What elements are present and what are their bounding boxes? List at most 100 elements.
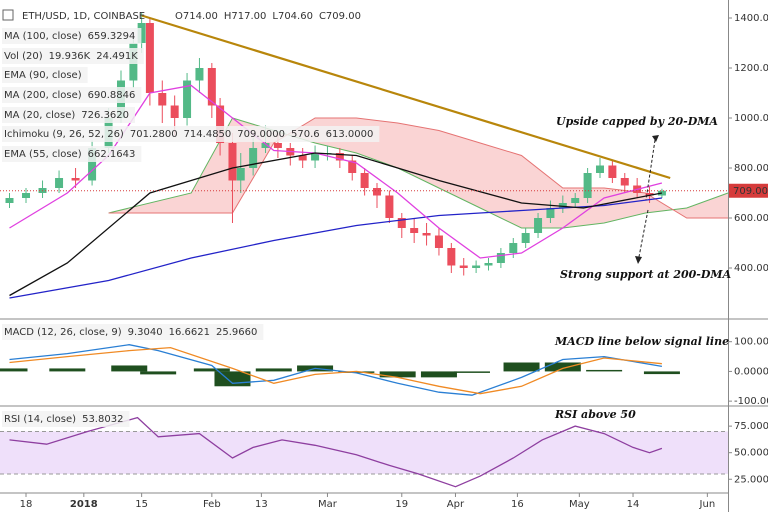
indicator-reading: 662.1643 <box>88 149 136 160</box>
x-tick-label: 13 <box>255 499 268 510</box>
annotation-arrow <box>645 139 656 201</box>
candle-body <box>5 198 14 203</box>
ohlc-value: L704.60 <box>272 11 313 22</box>
legend-bg <box>2 324 264 340</box>
indicator-reading: 659.3294 <box>88 31 136 42</box>
macd-histogram-bar <box>420 371 457 378</box>
candle-body <box>657 190 666 196</box>
candle-body <box>397 218 406 228</box>
candle-body <box>71 178 80 181</box>
candle-body <box>546 208 555 218</box>
candle-body <box>195 68 204 81</box>
ohlc-value: C709.00 <box>319 11 361 22</box>
candle-body <box>571 198 580 203</box>
indicator-name: MA (20, close) <box>4 110 75 121</box>
candle-body <box>459 265 468 268</box>
indicator-reading: 24.491K <box>96 51 138 62</box>
candle-body <box>22 193 31 198</box>
legend-bg <box>2 411 130 427</box>
candle-body <box>249 148 258 168</box>
candle-body <box>88 148 97 181</box>
candle-body <box>410 228 419 233</box>
x-tick-label: 15 <box>135 499 148 510</box>
collapse-icon[interactable] <box>2 9 14 21</box>
y-tick-label: 400.00 <box>734 263 768 274</box>
x-tick-label: Feb <box>203 499 221 510</box>
indicator-reading: 701.2800 <box>130 129 178 140</box>
candle-body <box>422 233 431 236</box>
candle-body <box>55 178 64 188</box>
candle-body <box>583 173 592 198</box>
arrow-head <box>652 135 659 142</box>
annotation: RSI above 50 <box>554 408 636 421</box>
y-tick-label: -100.0000 <box>734 396 768 407</box>
candle-body <box>472 265 481 268</box>
indicator-name: Vol (20) <box>4 51 43 62</box>
macd-histogram-bar <box>214 371 251 387</box>
arrow-head <box>635 256 642 264</box>
annotation: MACD line below signal line <box>554 335 729 348</box>
series-line <box>9 346 662 395</box>
macd-histogram-bar <box>544 362 581 372</box>
candle-body <box>298 155 307 161</box>
ohlc-value: H717.00 <box>224 11 267 22</box>
candle-body <box>236 168 245 181</box>
annotation: Upside capped by 20-DMA <box>556 115 718 128</box>
indicator-reading: 53.8032 <box>82 414 123 425</box>
last-price-label: 709.00 <box>733 186 768 197</box>
macd-histogram-bar <box>0 368 28 372</box>
candle-body <box>228 143 237 181</box>
indicator-reading: 714.4850 <box>184 129 232 140</box>
macd-histogram-bar <box>338 371 375 373</box>
x-tick-label: Mar <box>318 499 338 510</box>
candle-body <box>496 253 505 263</box>
indicator-reading: 613.0000 <box>326 129 374 140</box>
candle-body <box>137 23 146 43</box>
y-tick-label: 50.0000 <box>734 448 768 459</box>
macd-histogram-bar <box>586 369 623 372</box>
indicator-name: MA (200, close) <box>4 90 82 101</box>
legend-bg <box>2 28 142 44</box>
candle-body <box>595 165 604 173</box>
candle-body <box>558 203 567 208</box>
candle-body <box>608 165 617 178</box>
last-price-tag <box>729 183 768 198</box>
indicator-reading: 16.6621 <box>169 327 210 338</box>
x-tick-label: Jun <box>699 499 716 510</box>
indicator-name: MACD (12, 26, close, 9) <box>4 327 122 338</box>
candle-body <box>335 153 344 161</box>
candle-body <box>261 143 270 148</box>
macd-histogram-bar <box>49 368 86 372</box>
macd-histogram-bar <box>503 362 540 372</box>
indicator-reading: 726.3620 <box>81 110 129 121</box>
y-tick-label: 1000.00 <box>734 113 768 124</box>
legend-bg <box>2 87 142 103</box>
indicator-reading: 25.9660 <box>216 327 257 338</box>
candle-body <box>216 105 225 143</box>
x-tick-label: 19 <box>395 499 408 510</box>
macd-histogram-bar <box>193 368 230 372</box>
legend-bg <box>2 107 136 123</box>
indicator-name: Ichimoku (9, 26, 52, 26) <box>4 129 124 140</box>
rsi-band <box>0 431 728 474</box>
candle-body <box>385 195 394 218</box>
legend-bg <box>2 126 380 142</box>
candle-body <box>521 233 530 243</box>
legend-bg <box>2 67 88 83</box>
candle-body <box>158 93 167 106</box>
candle-body <box>311 153 320 161</box>
y-tick-label: 600.00 <box>734 213 768 224</box>
candle-body <box>145 23 154 93</box>
x-tick-label: 14 <box>627 499 640 510</box>
candle-body <box>509 243 518 253</box>
legend-bg <box>2 48 144 64</box>
indicator-reading: 9.3040 <box>128 327 163 338</box>
plot-layers <box>0 13 729 488</box>
candle-body <box>447 248 456 266</box>
indicator-line <box>9 152 663 297</box>
indicator-name: EMA (55, close) <box>4 149 82 160</box>
candle-body <box>484 263 493 266</box>
macd-histogram-bar <box>140 371 177 375</box>
candle-body <box>273 143 282 148</box>
